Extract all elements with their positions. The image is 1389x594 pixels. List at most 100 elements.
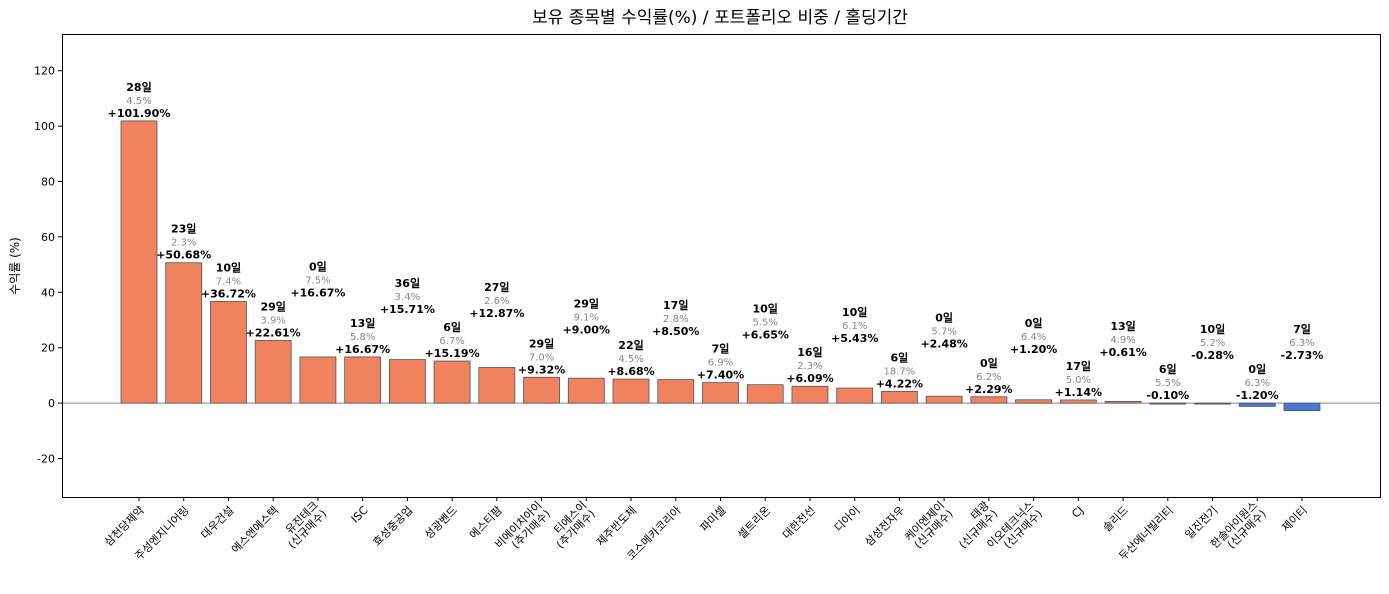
return-label: +36.72% (201, 287, 256, 300)
x-tick-label-line: 제이티 (1279, 504, 1310, 535)
weight-label: 6.4% (1021, 332, 1046, 343)
holding-days-label: 6일 (1159, 362, 1177, 376)
bar-label-group: +15.19%6.7% 6일 (425, 320, 480, 360)
holding-days-label: 7일 (1293, 322, 1311, 336)
x-tick-label-line: 파미셀 (698, 504, 729, 535)
weight-label: 6.3% (1245, 378, 1270, 389)
x-tick-label: 성광벤드 (422, 504, 460, 542)
x-tick-label: 이오테크닉스(신규매수) (984, 499, 1045, 560)
weight-label: 7.4% (216, 276, 241, 287)
bar-label-group: +4.22%18.7% 6일 (876, 350, 923, 390)
bar (120, 120, 158, 404)
return-label: +9.00% (563, 323, 610, 336)
holding-days-label: 36일 (395, 276, 420, 290)
y-tick-label: 40 (41, 286, 55, 299)
holding-days-label: 0일 (309, 259, 327, 273)
return-label: +22.61% (246, 326, 301, 339)
x-tick-label: 제주반도체 (594, 504, 639, 549)
bar-label-group: +50.68%2.3% 23일 (156, 222, 211, 262)
bar (567, 377, 605, 404)
y-tick-label: 20 (41, 342, 55, 355)
holding-days-label: 29일 (574, 296, 599, 310)
bar-label-group: +5.43%6.1% 10일 (831, 305, 878, 345)
return-label: +2.48% (920, 337, 967, 350)
x-tick-label: CJ (1069, 504, 1086, 521)
return-label: -1.20% (1236, 389, 1279, 402)
x-tick-label: 디아이 (832, 504, 863, 535)
weight-label: 7.0% (529, 352, 554, 363)
return-label: +6.65% (742, 329, 789, 342)
x-tick-label: 한솔아이원스(신규매수) (1208, 499, 1269, 560)
chart-title: 보유 종목별 수익률(%) / 포트폴리오 비중 / 홀딩기간 (532, 8, 908, 28)
x-tick-label: 티에스이(추가매수) (545, 499, 597, 551)
holding-days-label: 0일 (1025, 316, 1043, 330)
plot-frame (62, 34, 1381, 498)
bar (791, 385, 829, 404)
bar (1238, 402, 1276, 407)
bar (1194, 402, 1231, 405)
weight-label: 6.3% (1289, 338, 1314, 349)
weight-label: 6.1% (842, 321, 867, 332)
bar-label-group: +1.20%6.4% 0일 (1010, 316, 1057, 356)
holding-days-label: 27일 (484, 280, 509, 294)
bar-label-group: +15.71%3.4% 36일 (380, 276, 435, 316)
bar-label-group: +2.29%6.2% 0일 (965, 356, 1012, 396)
x-tick-label: 에스앤에스텍 (229, 504, 281, 556)
holding-days-label: 16일 (797, 345, 822, 359)
bar-label-group: +8.50%2.8% 17일 (652, 298, 699, 338)
holding-days-label: 10일 (753, 302, 778, 316)
return-label: +15.71% (380, 303, 435, 316)
bar (254, 340, 292, 404)
bar-label-group: +6.09%2.3% 16일 (786, 345, 833, 385)
y-tick-label: 80 (41, 176, 55, 189)
holding-days-label: 6일 (443, 320, 461, 334)
bar-label-group: +9.00%9.1% 29일 (563, 296, 610, 336)
bar (925, 395, 963, 404)
x-tick-label: 삼성전자우 (862, 504, 907, 549)
weight-label: 5.7% (931, 326, 956, 337)
x-tick-label-line: 삼천당제약 (101, 503, 147, 549)
weight-label: 2.8% (663, 314, 688, 325)
bar (612, 378, 650, 404)
x-tick-label-line: 제주반도체 (594, 504, 639, 549)
bar-label-group: +9.32%7.0% 29일 (518, 336, 565, 376)
bar (1104, 401, 1142, 404)
x-tick-label: 제이티 (1279, 504, 1310, 535)
bar-label-group: +0.61%4.9% 13일 (1099, 319, 1146, 359)
bar (746, 384, 784, 404)
y-tick-label: 120 (34, 65, 55, 78)
return-label: -2.73% (1281, 349, 1324, 362)
return-label: +12.87% (469, 307, 524, 320)
bar (388, 359, 426, 404)
x-tick-label-line: 성광벤드 (422, 504, 460, 542)
bar-label-group: +8.68%4.5% 22일 (607, 338, 654, 378)
holding-days-label: 6일 (891, 350, 909, 364)
bar-label-group: +36.72%7.4% 10일 (201, 260, 256, 300)
bar-label-group: +2.48%5.7% 0일 (920, 310, 967, 350)
return-label: -0.10% (1146, 389, 1189, 402)
x-tick-label-line: 삼성전자우 (862, 504, 907, 549)
holding-days-label: 13일 (350, 316, 375, 330)
weight-label: 9.1% (574, 312, 599, 323)
x-tick-label-line: 효성중공업 (370, 504, 415, 549)
bar (1149, 402, 1187, 405)
bar (478, 367, 516, 404)
holding-days-label: 10일 (1200, 322, 1225, 336)
bar-label-group: +6.65%5.5% 10일 (742, 302, 789, 342)
x-tick-label: 솔리드 (1100, 504, 1131, 535)
return-label: +1.20% (1010, 343, 1057, 356)
holding-days-label: 0일 (935, 310, 953, 324)
y-axis-label: 수익률 (%) (8, 237, 22, 295)
weight-label: 4.5% (126, 96, 151, 107)
return-label: +2.29% (965, 383, 1012, 396)
weight-label: 4.9% (1110, 335, 1135, 346)
holding-days-label: 23일 (171, 222, 196, 236)
x-tick-label: 효성중공업 (370, 504, 415, 549)
holding-days-label: 0일 (1248, 362, 1266, 376)
holding-days-label: 22일 (618, 338, 643, 352)
weight-label: 6.2% (976, 372, 1001, 383)
x-tick-label: 케이엔제이(신규매수) (902, 499, 955, 552)
return-label: +16.67% (290, 286, 345, 299)
return-label: -0.28% (1191, 349, 1234, 362)
return-label: +16.67% (335, 343, 390, 356)
